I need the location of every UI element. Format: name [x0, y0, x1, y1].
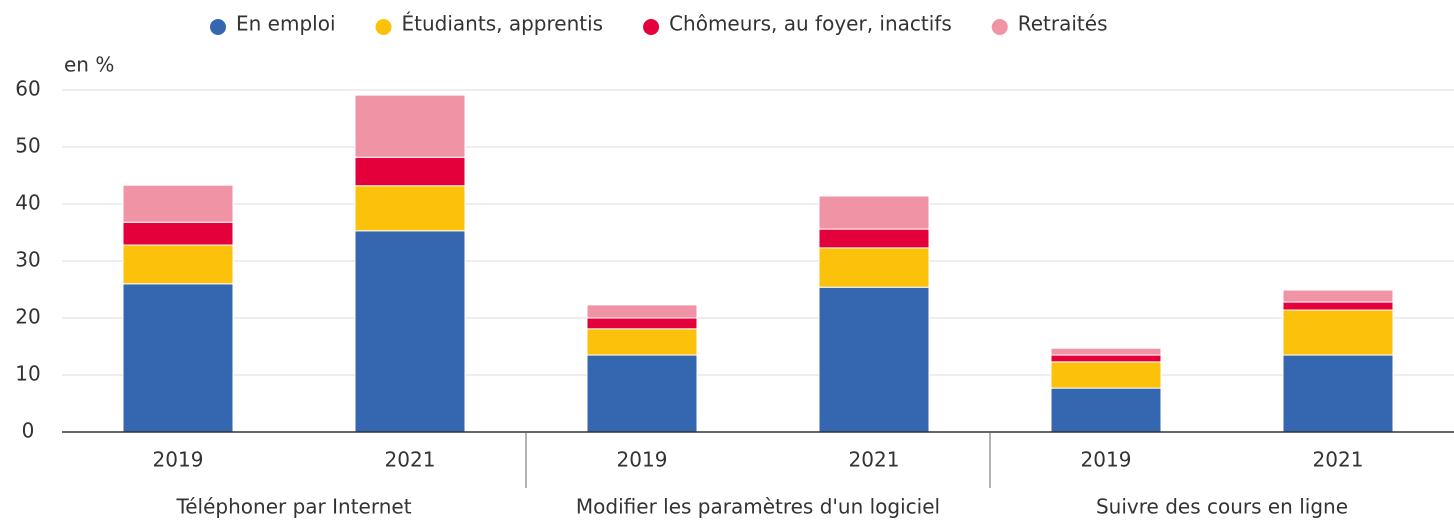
- bar-segment: [354, 230, 466, 433]
- bar-segment: [1282, 289, 1394, 303]
- x-tick-label: 2021: [1313, 448, 1364, 472]
- x-tick-label: 2019: [1081, 448, 1132, 472]
- y-tick-label: 60: [15, 77, 40, 101]
- bar-segment: [1050, 361, 1162, 389]
- bar-segment: [818, 286, 930, 433]
- y-tick-label: 0: [22, 419, 35, 443]
- bar-segment: [818, 247, 930, 288]
- x-tick-label: 2021: [385, 448, 436, 472]
- group-label: Suivre des cours en ligne: [1096, 495, 1348, 519]
- group-label: Modifier les paramètres d'un logiciel: [576, 495, 940, 519]
- group-label: Téléphoner par Internet: [175, 495, 411, 519]
- x-tick-label: 2019: [617, 448, 668, 472]
- bar-segment: [354, 185, 466, 232]
- bar-segment: [122, 184, 234, 223]
- bar-segment: [1050, 387, 1162, 433]
- bar-segment: [586, 328, 698, 356]
- y-tick-label: 10: [15, 362, 40, 386]
- y-tick-label: 20: [15, 305, 40, 329]
- bar-segment: [354, 94, 466, 158]
- bar-segment: [1282, 354, 1394, 433]
- bar-segment: [122, 283, 234, 433]
- bar-segment: [1050, 354, 1162, 363]
- y-axis-label: en %: [64, 53, 114, 77]
- legend-marker: [643, 19, 660, 35]
- y-tick-label: 40: [15, 191, 40, 215]
- legend-marker: [210, 19, 226, 35]
- bar-segment: [1050, 347, 1162, 356]
- bar-segment: [122, 244, 234, 285]
- legend-marker: [375, 19, 392, 35]
- bar-segment: [818, 228, 930, 249]
- bar-segment: [354, 156, 466, 187]
- x-tick-label: 2019: [153, 448, 204, 472]
- legend-label: En emploi: [236, 12, 336, 36]
- bar-segment: [586, 317, 698, 330]
- bar-segment: [1282, 301, 1394, 311]
- y-tick-label: 30: [15, 248, 40, 272]
- bar-segment: [818, 195, 930, 230]
- bar-segment: [122, 221, 234, 246]
- legend-label: Retraités: [1018, 12, 1108, 36]
- x-tick-label: 2021: [849, 448, 900, 472]
- bar-segment: [1282, 309, 1394, 356]
- legend-label: Étudiants, apprentis: [402, 12, 604, 36]
- bar-segment: [586, 304, 698, 319]
- legend-label: Chômeurs, au foyer, inactifs: [669, 12, 952, 36]
- bar-segment: [586, 354, 698, 433]
- y-tick-label: 50: [15, 134, 40, 158]
- legend-marker: [991, 19, 1008, 35]
